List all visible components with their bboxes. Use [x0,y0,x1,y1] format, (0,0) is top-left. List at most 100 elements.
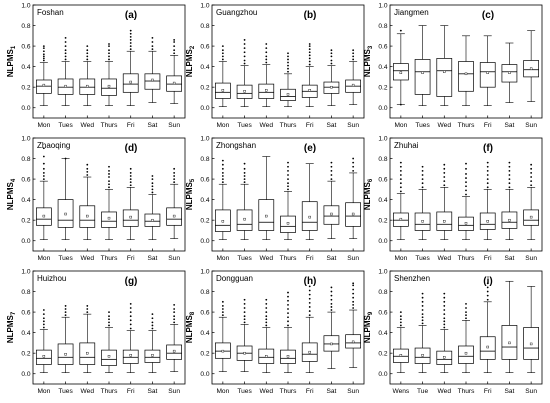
x-tick-label: Thurs [101,255,119,262]
outlier-point [221,181,224,184]
outlier-point [243,55,246,58]
outlier-point [399,174,402,176]
outlier-point [287,299,289,302]
mean-marker [243,90,246,93]
outlier-point [508,165,511,168]
outlier-point [508,161,511,164]
x-tick-label: Tues [58,388,73,395]
mean-marker [64,353,67,356]
box-tues [57,305,74,374]
outlier-point [129,178,132,180]
mean-marker [399,217,403,221]
y-tick-label: 0.0 [378,105,387,112]
y-tick-label: 0.6 [21,43,30,50]
outlier-point [108,52,110,55]
x-tick-label: Wed [438,388,452,395]
outlier-point [243,178,246,180]
mean-marker [42,83,46,87]
outlier-point [330,294,333,297]
y-tick-label: 0.2 [378,217,387,224]
x-tick-label: Tues [237,122,252,129]
outlier-point [243,47,246,50]
outlier-point [108,318,110,321]
outlier-point [173,178,176,180]
mean-marker [421,354,424,357]
outlier-point [108,311,110,313]
y-axis-label-base: NLPMS [6,315,15,344]
box-tues [414,165,431,240]
outlier-point [465,177,467,179]
outlier-point [443,292,446,295]
outlier-point [486,290,489,293]
outlier-point [530,167,533,170]
outlier-point [486,186,489,189]
x-tick-label: Sat [504,255,514,262]
y-axis-label: NLPMS1 [6,45,17,77]
outlier-point [421,313,424,316]
outlier-point [108,169,110,172]
outlier-point [108,321,110,324]
x-tick-label: Sun [168,255,180,262]
box-sun [166,167,182,239]
outlier-point [243,172,246,174]
outlier-point [42,326,45,329]
outlier-point [330,178,333,180]
x-tick-label: Fri [484,255,492,262]
outlier-point [443,320,446,323]
x-tick-label: Mon [37,255,50,262]
y-axis-label: NLPMS7 [6,311,17,343]
box-iqr [144,73,161,90]
outlier-point [129,175,132,177]
x-tick-label: Sat [147,255,157,262]
mean-marker [308,89,311,92]
y-tick-label: 0.0 [21,105,30,112]
x-tick-label: Fri [306,122,314,129]
box-iqr [101,349,117,366]
outlier-point [465,173,467,175]
x-tick-label: Mon [37,122,50,129]
mean-marker [107,355,111,358]
outlier-point [399,324,402,327]
outlier-point [530,184,533,187]
mean-marker [265,89,268,92]
outlier-point [64,41,67,43]
outlier-point [443,180,446,183]
panel-city-name: Zhuhai [394,141,419,150]
box-thurs [458,302,474,374]
box-sun [523,163,539,240]
outlier-point [173,315,176,318]
x-tick-label: Mon [216,388,229,395]
y-axis-label: NLPMS6 [363,178,374,210]
x-tick-label: Sun [525,388,537,395]
outlier-point [265,321,268,324]
mean-marker [265,214,268,218]
mean-marker [330,85,333,89]
outlier-point [508,178,511,180]
outlier-point [330,298,333,301]
x-tick-label: Sun [168,388,180,395]
box-sat [323,161,340,239]
y-tick-label: 0.0 [200,238,209,245]
outlier-point [151,327,154,330]
outlier-point [42,47,45,50]
outlier-point [287,61,289,64]
y-tick-label: 0.4 [200,197,209,204]
mean-marker [529,342,533,346]
box-sat [323,286,340,369]
box-iqr [36,79,52,94]
x-tick-label: Sat [147,388,157,395]
outlier-point [508,186,511,189]
outlier-point [243,181,246,184]
outlier-point [308,57,311,60]
outlier-point [86,311,89,313]
panel-letter: (g) [125,276,138,287]
outlier-point [352,55,355,58]
x-tick-label: Wed [438,122,452,129]
outlier-point [221,178,224,180]
x-tick-label: Wed [260,388,274,395]
y-tick-label: 1.0 [21,2,30,9]
outlier-point [399,169,402,172]
panel-zhuhai: 0.0 0.2 0.4 0.6 0.8 1.0 Mon Tues Wed Thurs Fri Sat S… [363,135,543,262]
box-mon [36,147,52,240]
y-tick-label: 0.8 [21,23,30,30]
